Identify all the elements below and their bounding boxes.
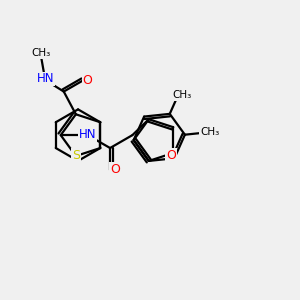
Text: CH₃: CH₃ xyxy=(172,90,191,100)
Text: O: O xyxy=(167,149,176,162)
Text: S: S xyxy=(72,149,80,163)
Text: O: O xyxy=(110,164,120,176)
Text: HN: HN xyxy=(79,128,97,141)
Text: HN: HN xyxy=(36,73,54,85)
Text: O: O xyxy=(83,74,93,87)
Text: CH₃: CH₃ xyxy=(32,48,51,59)
Text: CH₃: CH₃ xyxy=(200,128,219,137)
